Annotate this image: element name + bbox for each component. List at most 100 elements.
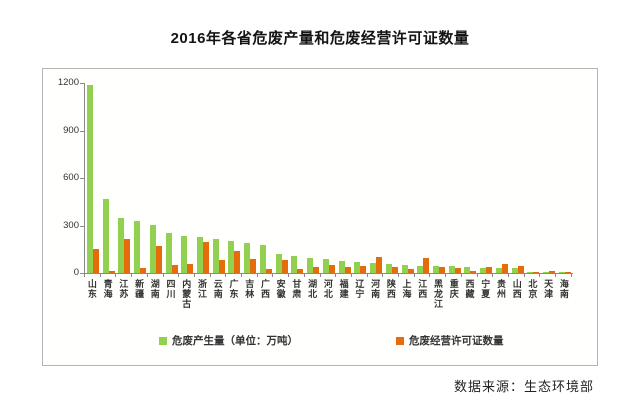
legend-item-licenses: 危废经营许可证数量 xyxy=(396,333,504,348)
bar-group xyxy=(211,83,227,273)
production-bar xyxy=(134,221,141,273)
license-bar xyxy=(92,249,99,273)
x-axis-label: 北京 xyxy=(525,279,541,299)
chart-title: 2016年各省危废产量和危废经营许可证数量 xyxy=(170,30,470,47)
x-axis-label: 贵州 xyxy=(493,279,509,299)
license-bar xyxy=(360,266,367,273)
bar-group xyxy=(195,83,211,273)
y-tick-mark xyxy=(80,83,84,84)
bar-group xyxy=(557,83,573,273)
bar-group xyxy=(101,83,117,273)
production-bar xyxy=(307,258,314,273)
x-tick-mark xyxy=(399,274,415,277)
legend-item-production: 危废产生量（单位：万吨） xyxy=(159,333,298,348)
bar-group xyxy=(352,83,368,273)
production-bar xyxy=(448,266,455,273)
license-bar xyxy=(108,271,115,273)
province-label: 新疆 xyxy=(134,279,145,299)
x-axis-label: 青海 xyxy=(100,279,116,299)
x-tick-mark xyxy=(273,274,290,277)
production-bar xyxy=(527,272,534,273)
license-bar xyxy=(155,246,162,273)
production-bar xyxy=(433,266,440,273)
license-bar xyxy=(344,267,351,273)
bar-group xyxy=(132,83,148,273)
license-bar xyxy=(549,271,556,273)
x-tick-mark xyxy=(258,274,274,277)
bar-group xyxy=(290,83,306,273)
y-tick-label: 1200 xyxy=(57,77,79,88)
province-label: 四川 xyxy=(165,279,176,299)
license-bar xyxy=(187,264,194,273)
license-bar xyxy=(234,251,241,273)
x-axis-label: 天津 xyxy=(540,279,556,299)
y-tick-label: 0 xyxy=(73,267,79,278)
license-bar xyxy=(439,267,446,273)
x-axis-label: 上海 xyxy=(399,279,415,299)
x-axis-label: 新疆 xyxy=(131,279,147,299)
production-bar xyxy=(543,272,550,273)
license-bar xyxy=(407,269,414,273)
bar-group xyxy=(526,83,542,273)
province-label: 江苏 xyxy=(118,279,129,299)
x-tick-mark xyxy=(525,274,541,277)
x-tick-mark xyxy=(289,274,305,277)
production-bar xyxy=(511,268,518,273)
bar-group xyxy=(258,83,274,273)
production-bar xyxy=(291,256,298,273)
x-axis-label: 广东 xyxy=(226,279,242,299)
production-bar xyxy=(275,254,282,273)
bar-group xyxy=(164,83,180,273)
province-label: 重庆 xyxy=(448,279,459,299)
province-label: 江西 xyxy=(417,279,428,299)
production-bar xyxy=(401,265,408,273)
bar-group xyxy=(321,83,337,273)
bar-group xyxy=(85,83,101,273)
production-swatch-icon xyxy=(159,336,167,345)
province-label: 湖北 xyxy=(307,279,318,299)
x-axis-label: 内蒙古 xyxy=(178,279,194,309)
chart-frame: 0 300 600 900 1200 山东 青海 江苏 新疆 湖南 四川 内蒙古 浙江 云南 广东 吉林 广西… xyxy=(42,68,598,366)
x-axis-label: 云南 xyxy=(210,279,226,299)
y-tick-mark xyxy=(80,178,84,179)
license-bar xyxy=(423,258,430,273)
x-tick-mark xyxy=(540,274,557,277)
province-label: 湖南 xyxy=(149,279,160,299)
production-bar xyxy=(165,233,172,273)
bar-group xyxy=(447,83,463,273)
x-axis-label: 山西 xyxy=(509,279,525,299)
bar-group xyxy=(494,83,510,273)
x-tick-mark xyxy=(116,274,133,277)
production-bar xyxy=(86,85,93,273)
province-label: 青海 xyxy=(102,279,113,299)
x-tick-mark xyxy=(226,274,243,277)
license-bar xyxy=(313,267,320,273)
y-tick-label: 900 xyxy=(63,124,79,136)
province-label: 河南 xyxy=(370,279,381,299)
license-bar xyxy=(376,257,383,273)
license-bar xyxy=(517,266,524,273)
province-label: 黑龙江 xyxy=(433,279,444,309)
x-tick-mark xyxy=(148,274,164,277)
bar-group xyxy=(148,83,164,273)
x-axis-label: 河北 xyxy=(320,279,336,299)
x-axis-label: 湖南 xyxy=(147,279,163,299)
x-axis-label: 山东 xyxy=(84,279,100,299)
license-bar xyxy=(297,269,304,273)
x-tick-mark xyxy=(321,274,337,277)
production-bar xyxy=(338,261,345,273)
x-tick-mark xyxy=(195,274,211,277)
x-axis-label: 浙江 xyxy=(194,279,210,299)
production-bar xyxy=(259,245,266,273)
bar-group xyxy=(305,83,321,273)
plot-area xyxy=(84,83,573,274)
bar-group xyxy=(337,83,353,273)
license-bar xyxy=(250,259,257,273)
x-axis-label: 四川 xyxy=(163,279,179,299)
license-bar xyxy=(564,272,571,273)
x-tick-mark xyxy=(415,274,431,277)
x-tick-mark xyxy=(509,274,525,277)
license-bar xyxy=(124,239,131,273)
y-tick-label: 300 xyxy=(63,219,79,231)
